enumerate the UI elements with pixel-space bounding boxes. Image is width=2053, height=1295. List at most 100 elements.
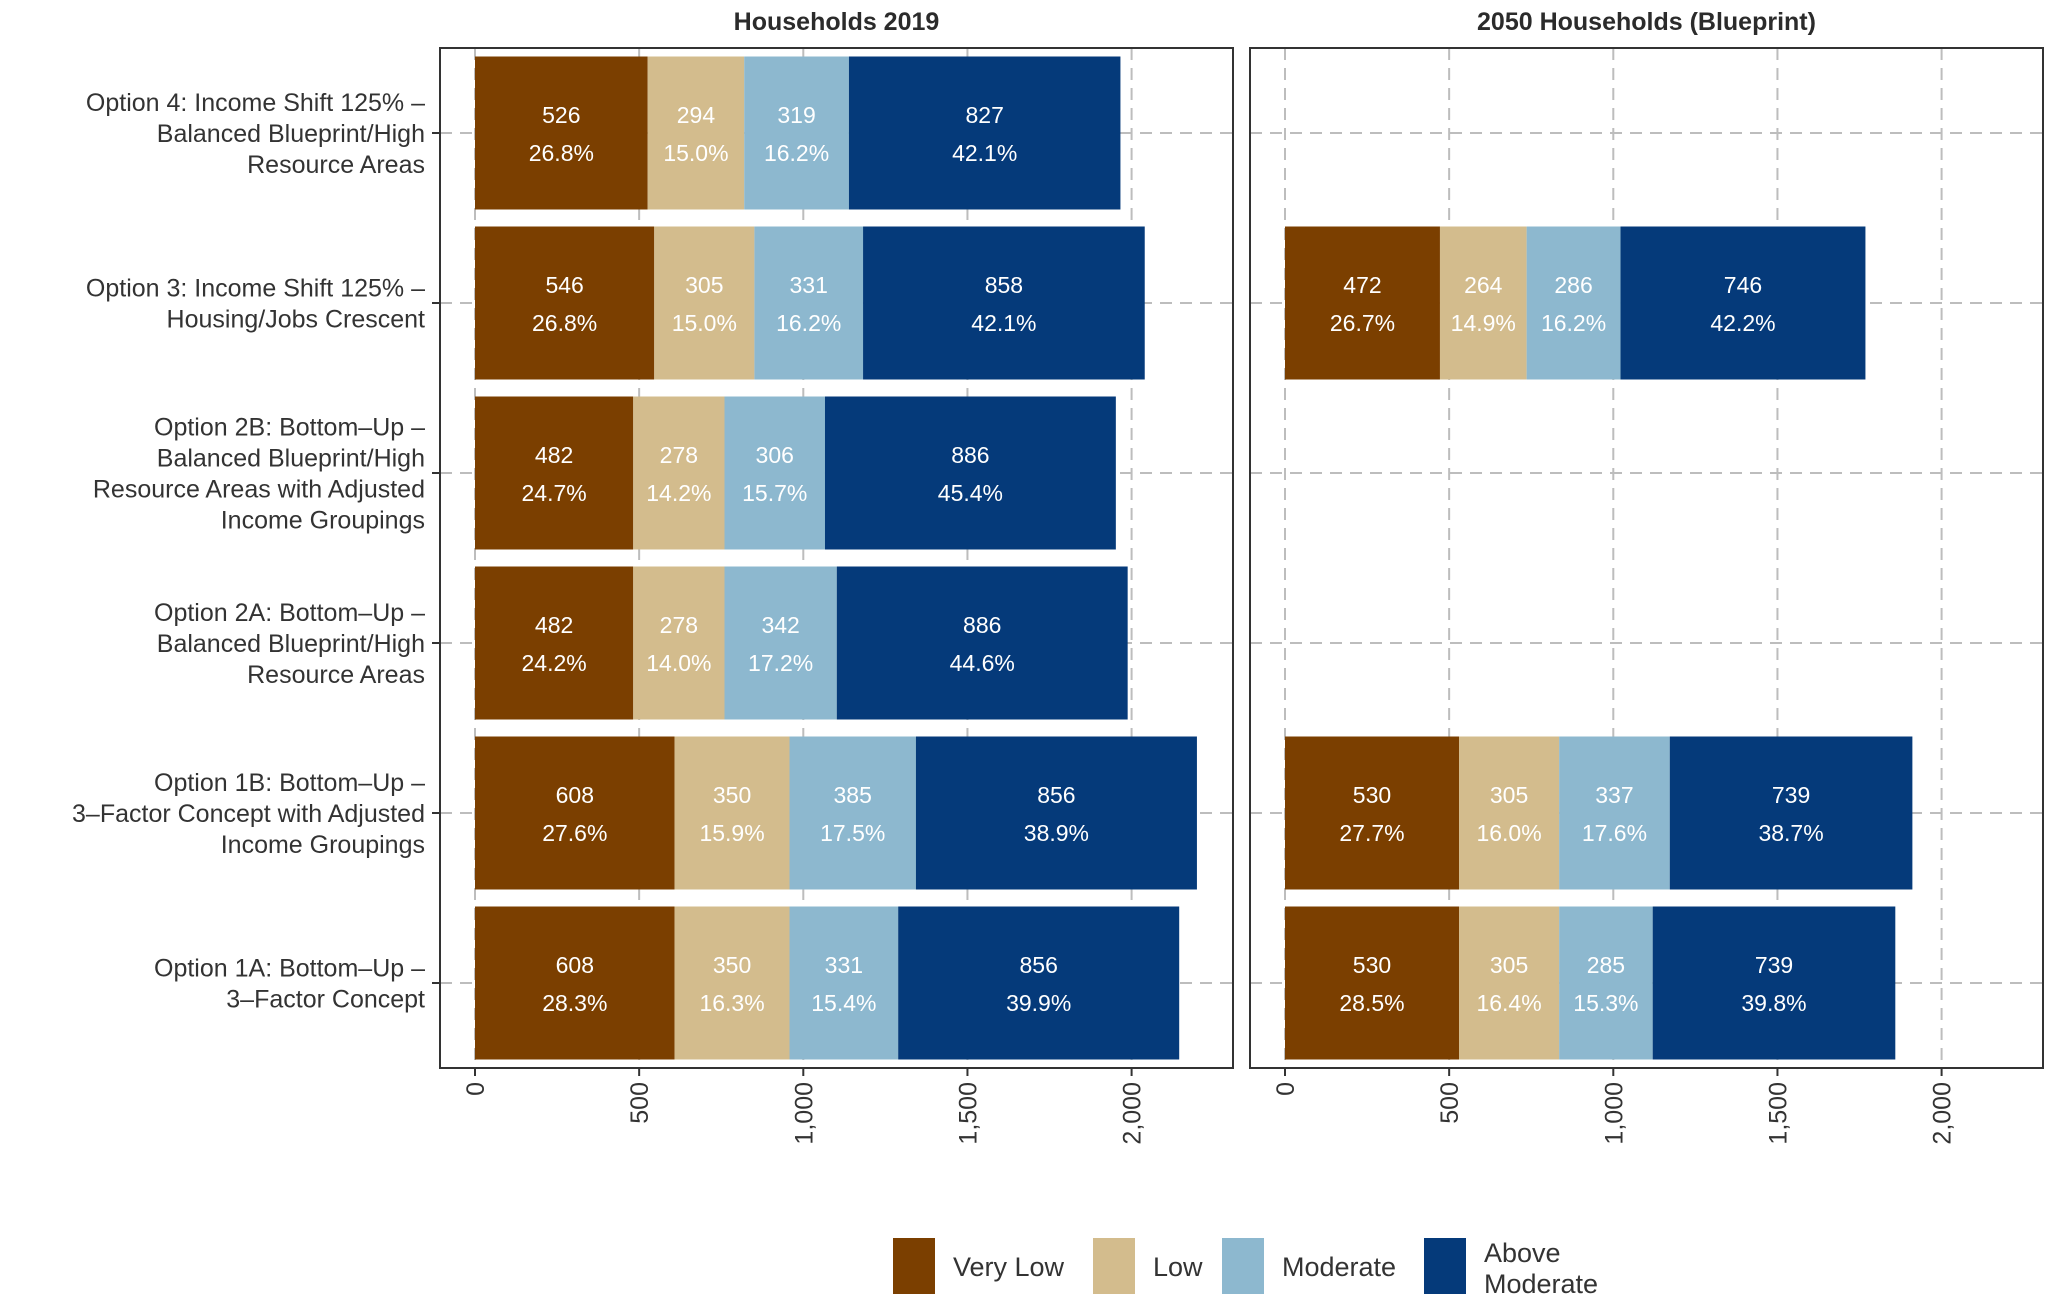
bar-value-label: 350 [713, 952, 751, 978]
bar-segment-moderate [724, 566, 837, 720]
bar-value-label: 306 [756, 442, 794, 468]
bar-segment-moderate [1559, 736, 1670, 890]
bar-value-label: 608 [556, 952, 594, 978]
bar-segment-above-moderate [1652, 906, 1896, 1060]
bar-percent-label: 15.4% [811, 990, 876, 1016]
legend-label: Moderate [1282, 1252, 1396, 1282]
category-label: Option 2A: Bottom–Up – [154, 599, 425, 627]
bar-percent-label: 17.2% [748, 650, 813, 676]
x-tick-label: 0 [462, 1082, 490, 1096]
legend-label: Above [1484, 1238, 1561, 1268]
bar-segment-low [1458, 906, 1560, 1060]
bar-value-label: 546 [545, 272, 583, 298]
bar-percent-label: 15.9% [699, 820, 764, 846]
bar-segment-very-low [1285, 736, 1459, 890]
bar-percent-label: 17.5% [820, 820, 885, 846]
category-label: Option 1A: Bottom–Up – [154, 955, 425, 983]
bar-value-label: 858 [985, 272, 1023, 298]
bar-percent-label: 44.6% [950, 650, 1015, 676]
bar-value-label: 608 [556, 782, 594, 808]
bar-percent-label: 24.2% [522, 650, 587, 676]
bar-value-label: 746 [1724, 272, 1762, 298]
bar-value-label: 305 [1490, 952, 1528, 978]
bar-segment-low [1458, 736, 1560, 890]
bar-value-label: 856 [1037, 782, 1075, 808]
bar-segment-above-moderate [863, 226, 1145, 380]
bar-segment-low [1439, 226, 1527, 380]
bar-percent-label: 38.7% [1758, 820, 1823, 846]
category-label: 3–Factor Concept with Adjusted [72, 800, 425, 828]
x-tick-label: 1,000 [1600, 1082, 1628, 1145]
category-label: Housing/Jobs Crescent [167, 306, 426, 334]
bar-percent-label: 27.6% [542, 820, 607, 846]
bar-value-label: 385 [834, 782, 872, 808]
category-label: Option 2B: Bottom–Up – [154, 414, 425, 442]
x-tick-label: 1,500 [954, 1082, 982, 1145]
x-tick-label: 1,000 [790, 1082, 818, 1145]
bar-value-label: 264 [1464, 272, 1503, 298]
bar-value-label: 530 [1353, 782, 1391, 808]
panel-title: Households 2019 [734, 8, 940, 36]
bar-value-label: 337 [1595, 782, 1633, 808]
bar-segment-above-moderate [898, 906, 1180, 1060]
legend-label: Moderate [1484, 1269, 1598, 1295]
x-tick-label: 2,000 [1929, 1082, 1957, 1145]
category-label: Option 4: Income Shift 125% – [86, 89, 425, 117]
bar-value-label: 350 [713, 782, 751, 808]
category-label: Resource Areas with Adjusted [93, 476, 425, 504]
bar-percent-label: 27.7% [1339, 820, 1404, 846]
bar-percent-label: 14.9% [1451, 310, 1516, 336]
panel-border [1249, 47, 2044, 1069]
bar-value-label: 342 [761, 612, 799, 638]
bar-value-label: 319 [777, 102, 815, 128]
bar-value-label: 278 [660, 442, 698, 468]
bar-percent-label: 42.1% [952, 140, 1017, 166]
bar-percent-label: 16.2% [1541, 310, 1606, 336]
bar-value-label: 739 [1772, 782, 1810, 808]
bar-percent-label: 16.0% [1476, 820, 1541, 846]
bar-value-label: 305 [685, 272, 723, 298]
bar-value-label: 886 [951, 442, 989, 468]
category-label: Balanced Blueprint/High [157, 630, 425, 658]
bar-segment-above-moderate [836, 566, 1128, 720]
bar-percent-label: 15.0% [672, 310, 737, 336]
bar-segment-above-moderate [824, 396, 1116, 550]
category-label: Resource Areas [247, 661, 425, 689]
bar-segment-low [633, 396, 725, 550]
bar-value-label: 278 [660, 612, 698, 638]
bar-percent-label: 14.0% [646, 650, 711, 676]
bar-segment-above-moderate [1669, 736, 1913, 890]
bar-segment-low [674, 906, 790, 1060]
bar-percent-label: 14.2% [646, 480, 711, 506]
bar-percent-label: 15.0% [663, 140, 728, 166]
bar-segment-very-low [475, 226, 655, 380]
bar-value-label: 856 [1020, 952, 1058, 978]
bar-percent-label: 17.6% [1582, 820, 1647, 846]
bar-segment-moderate [1526, 226, 1621, 380]
bar-percent-label: 39.9% [1006, 990, 1071, 1016]
category-label: Resource Areas [247, 151, 425, 179]
bar-segment-low [647, 56, 745, 210]
bar-segment-very-low [475, 56, 648, 210]
bar-percent-label: 45.4% [938, 480, 1003, 506]
bar-percent-label: 28.5% [1339, 990, 1404, 1016]
bar-percent-label: 16.3% [699, 990, 764, 1016]
bar-segment-moderate [724, 396, 825, 550]
bar-percent-label: 16.2% [776, 310, 841, 336]
x-tick-label: 500 [1436, 1082, 1464, 1124]
bar-percent-label: 42.2% [1710, 310, 1775, 336]
x-tick-label: 0 [1272, 1082, 1300, 1096]
category-label: Option 1B: Bottom–Up – [154, 769, 425, 797]
bar-segment-moderate [1559, 906, 1653, 1060]
bar-segment-low [674, 736, 790, 890]
panel-2: 2050 Households (Blueprint) 472 26.7% 264 14… [1249, 8, 2044, 1145]
bar-segment-very-low [1285, 226, 1440, 380]
bar-value-label: 472 [1343, 272, 1381, 298]
bar-percent-label: 16.2% [764, 140, 829, 166]
bar-value-label: 739 [1755, 952, 1793, 978]
bar-segment-very-low [475, 566, 634, 720]
category-label: Balanced Blueprint/High [157, 120, 425, 148]
bar-percent-label: 16.4% [1476, 990, 1541, 1016]
